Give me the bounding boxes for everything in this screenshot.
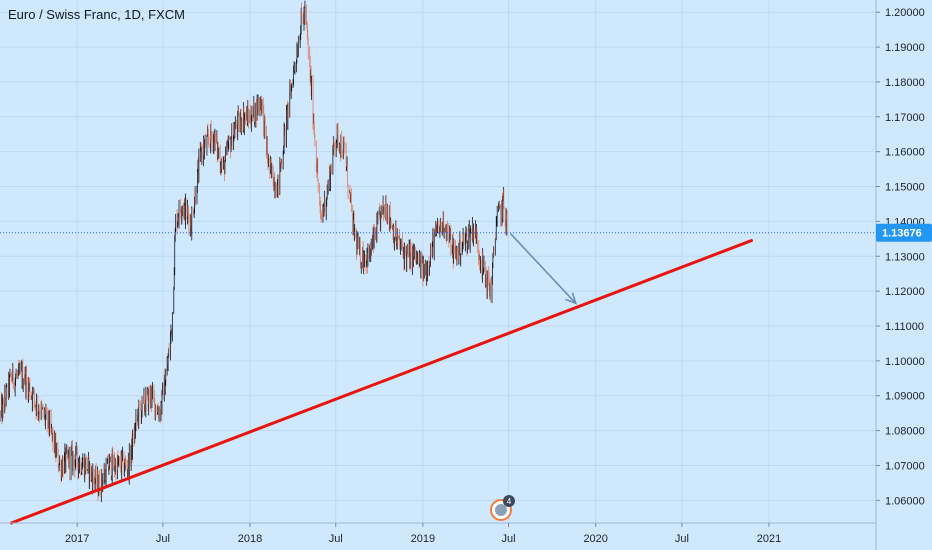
price-tick-label: 1.15000: [885, 182, 925, 194]
last-price-tag-label: 1.13676: [882, 228, 922, 240]
price-tick-label: 1.07000: [885, 460, 925, 472]
events-marker-badge: [502, 495, 515, 507]
trendline[interactable]: [9, 239, 753, 525]
time-tick-label: 2021: [757, 533, 781, 545]
candlestick-series: [0, 0, 508, 503]
price-tick-label: 1.13000: [885, 251, 925, 263]
price-tick-label: 1.09000: [885, 391, 925, 403]
price-tick-label: 1.18000: [885, 77, 925, 89]
time-tick-label: 2020: [583, 533, 607, 545]
projection-arrow[interactable]: [509, 233, 578, 305]
price-tick-label: 1.19000: [885, 42, 925, 54]
price-tick-label: 1.17000: [885, 112, 925, 124]
chart-title: Euro / Swiss Franc, 1D, FXCM: [8, 7, 185, 22]
price-tick-label: 1.10000: [885, 356, 925, 368]
time-tick-label: Jul: [156, 533, 170, 545]
price-tick-label: 1.08000: [885, 426, 925, 438]
last-price-tag: 1.13676: [876, 223, 932, 242]
time-tick-label: Jul: [329, 533, 343, 545]
time-tick-label: 2017: [65, 533, 89, 545]
price-tick-label: 1.20000: [885, 7, 925, 19]
price-tick-label: 1.16000: [885, 147, 925, 159]
price-tick-label: 1.06000: [885, 495, 925, 507]
time-tick-label: Jul: [502, 533, 516, 545]
time-tick-label: Jul: [675, 533, 689, 545]
price-tick-label: 1.12000: [885, 286, 925, 298]
arrow-head: [565, 292, 578, 305]
time-tick-label: 2019: [411, 533, 435, 545]
time-tick-label: 2018: [238, 533, 262, 545]
events-marker-count: 4: [507, 497, 512, 506]
time-axis[interactable]: 2017 Jul 2018 Jul 2019 Jul 2020 Jul 2021: [0, 522, 876, 545]
price-tick-label: 1.11000: [885, 321, 924, 333]
events-marker-icon: [494, 504, 507, 516]
drawing-annotations[interactable]: [0, 232, 876, 525]
arrow-shaft: [509, 233, 577, 304]
last-price-tag-bg: [876, 223, 932, 242]
events-marker[interactable]: 4: [489, 495, 515, 521]
